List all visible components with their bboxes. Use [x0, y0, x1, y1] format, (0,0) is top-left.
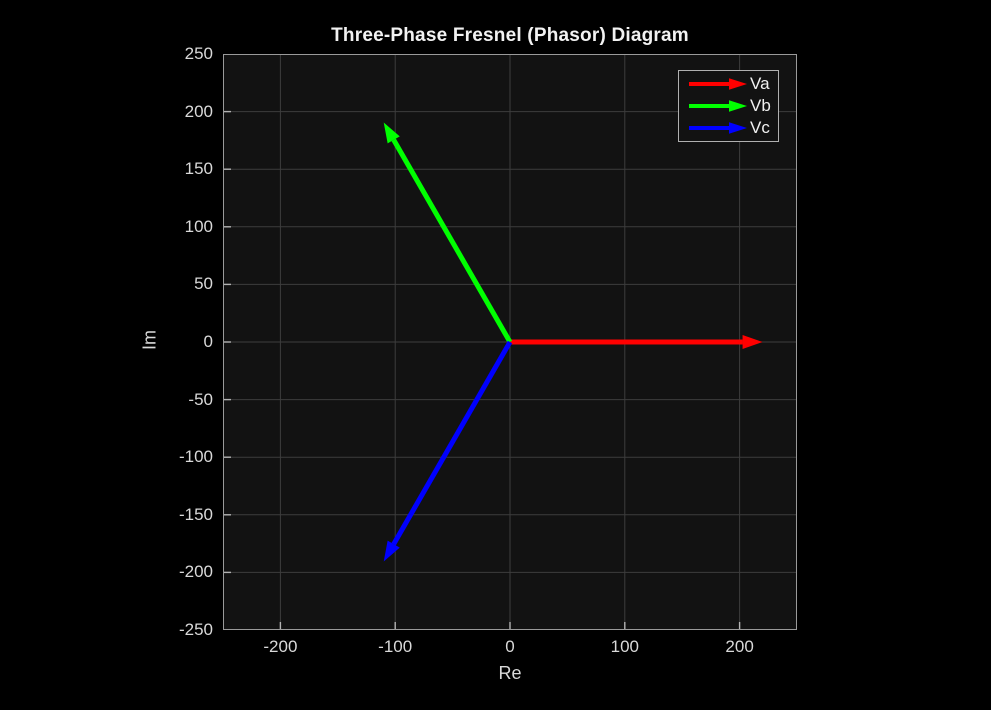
x-tick-label: 100	[610, 637, 639, 656]
y-tick-label: -250	[178, 620, 213, 639]
y-tick-label: 250	[184, 44, 213, 63]
y-tick-label: -200	[178, 562, 213, 582]
legend-label-vc: Vc	[750, 118, 770, 137]
va-arrow-icon	[689, 78, 747, 90]
y-tick-label: -100	[178, 447, 213, 467]
y-tick-label: 100	[184, 216, 213, 236]
legend-item-va: Va	[688, 73, 771, 95]
y-tick-label: 150	[184, 159, 213, 179]
plot-title: Three-Phase Fresnel (Phasor) Diagram	[331, 25, 689, 46]
plot-area	[223, 54, 797, 630]
legend-label-vb: Vb	[750, 96, 771, 115]
y-tick-label: 0	[203, 332, 213, 351]
y-tick-label: -50	[188, 389, 213, 409]
vb-arrow-icon	[689, 100, 747, 112]
x-axis-label: Re	[498, 663, 522, 683]
x-tick-label: 0	[505, 637, 515, 656]
phasor-plot-canvas	[223, 54, 797, 630]
vc-arrow-icon	[689, 122, 747, 134]
legend-item-vb: Vb	[688, 95, 771, 117]
y-tick-label: -150	[178, 504, 213, 524]
y-tick-label: 50	[194, 274, 213, 294]
legend-label-va: Va	[750, 74, 770, 93]
y-tick-label: 200	[184, 101, 213, 121]
x-tick-label: -100	[378, 637, 413, 656]
legend-item-vc: Vc	[688, 117, 771, 139]
x-tick-label: 200	[725, 637, 754, 656]
legend: Va Vb Vc	[678, 70, 779, 142]
x-tick-label: -200	[263, 637, 298, 656]
